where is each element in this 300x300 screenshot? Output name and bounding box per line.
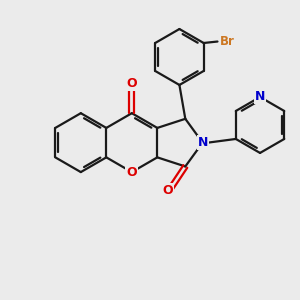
Text: N: N	[198, 136, 208, 149]
Text: O: O	[126, 166, 137, 178]
Text: Br: Br	[220, 35, 235, 48]
Text: N: N	[255, 90, 265, 103]
Text: O: O	[127, 77, 137, 90]
Text: O: O	[162, 184, 173, 196]
